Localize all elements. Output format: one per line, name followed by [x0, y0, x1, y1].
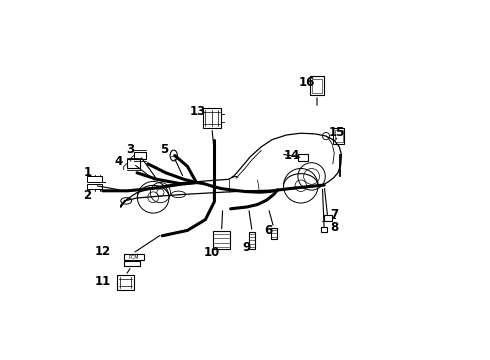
Text: 12: 12 [95, 245, 111, 258]
Bar [117, 275, 134, 290]
Bar [87, 184, 102, 189]
Text: 16: 16 [299, 76, 315, 89]
Bar [297, 154, 308, 161]
Bar [321, 227, 327, 232]
Bar [202, 108, 221, 128]
Text: 13: 13 [190, 105, 206, 118]
Text: 14: 14 [284, 149, 300, 162]
Text: PCM: PCM [128, 255, 139, 260]
Bar [335, 130, 343, 142]
Bar [126, 159, 140, 168]
Bar [134, 152, 146, 159]
Text: 7: 7 [330, 208, 338, 221]
Bar [123, 261, 140, 266]
Text: 4: 4 [114, 155, 122, 168]
Bar [312, 79, 322, 93]
Bar [87, 176, 102, 182]
Bar [324, 215, 332, 221]
Bar [213, 231, 230, 249]
Bar [333, 128, 344, 144]
Bar [249, 232, 255, 249]
Text: 2: 2 [83, 189, 91, 202]
Bar [270, 228, 277, 239]
Text: 9: 9 [243, 241, 251, 254]
Text: 11: 11 [95, 275, 111, 288]
Text: 3: 3 [126, 143, 135, 156]
Text: 6: 6 [265, 224, 273, 237]
Bar [124, 254, 144, 260]
Text: 15: 15 [329, 126, 345, 139]
Text: 10: 10 [204, 246, 220, 258]
Text: 1: 1 [83, 166, 91, 179]
Text: 8: 8 [330, 221, 339, 234]
Text: 5: 5 [160, 143, 168, 156]
Bar [310, 76, 324, 95]
